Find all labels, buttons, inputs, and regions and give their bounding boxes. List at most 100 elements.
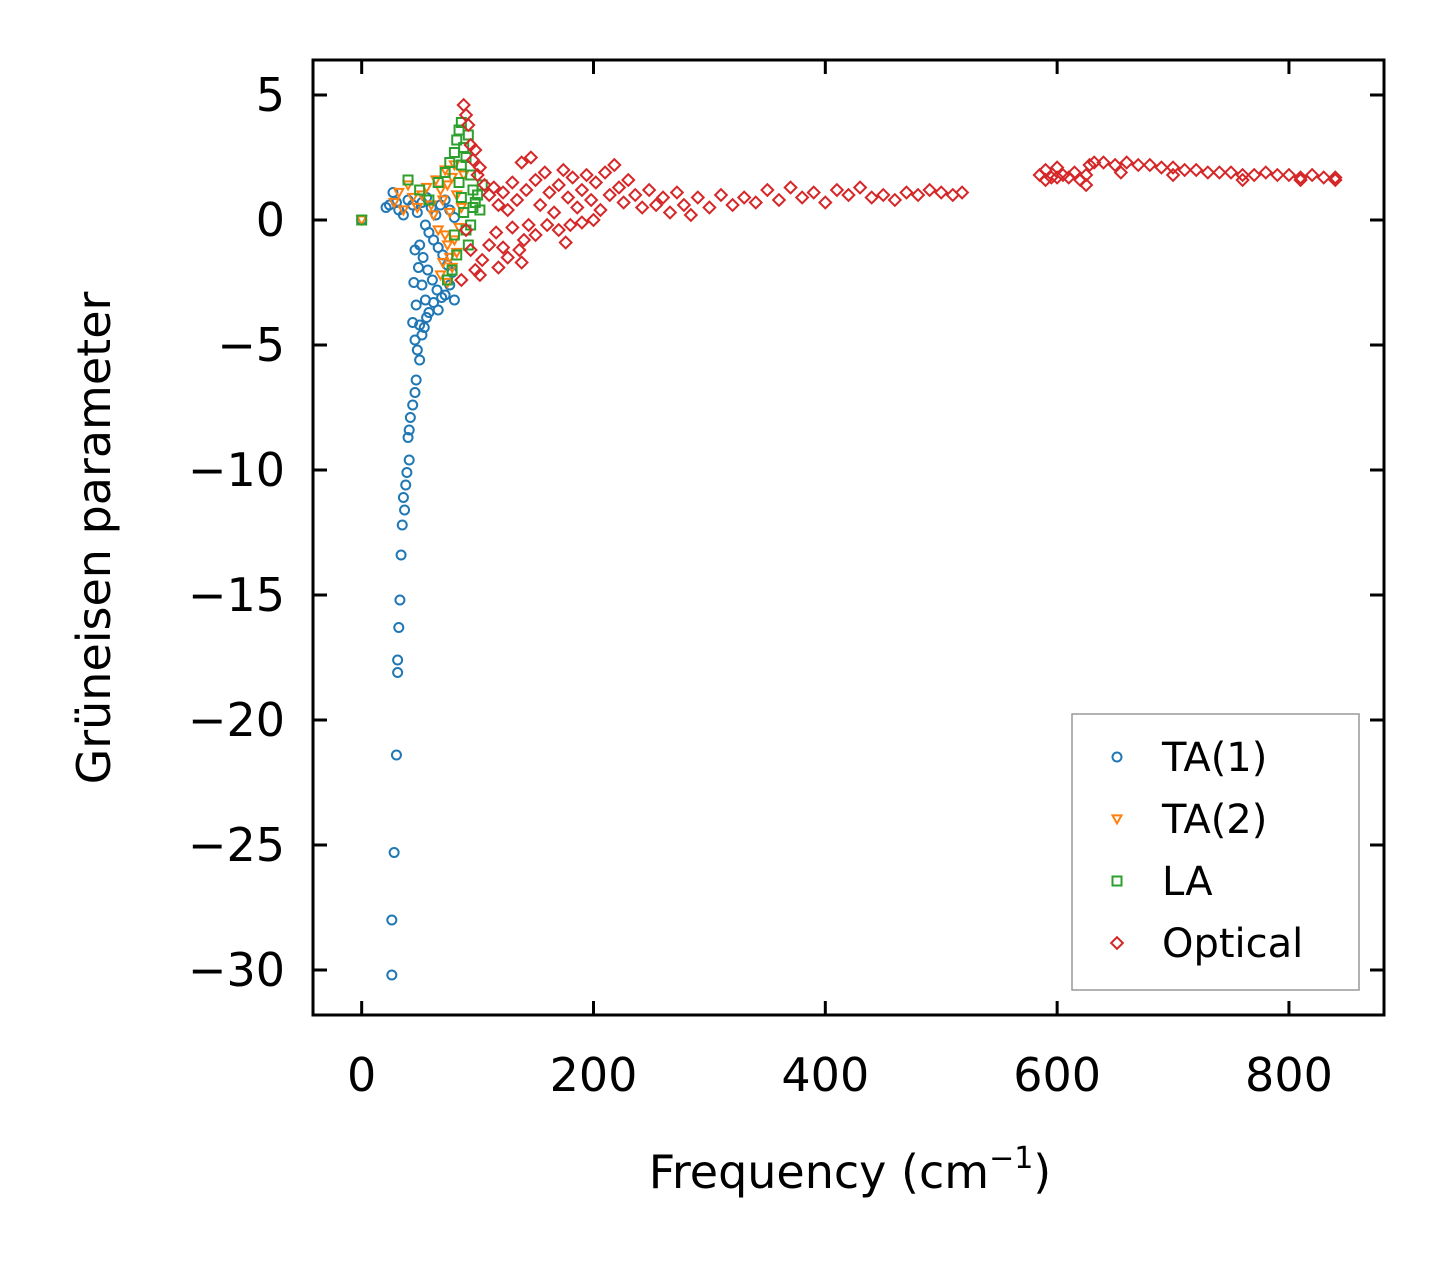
data-point [505,220,520,235]
data-point [450,190,463,202]
data-point [407,399,419,411]
data-point [432,304,444,316]
data-point [516,232,532,248]
data-point [402,432,414,443]
legend-marker [1109,935,1125,951]
data-point [841,187,856,203]
y-tick-label: −15 [188,568,285,622]
data-point [393,622,405,633]
data-point [432,177,444,188]
axis-ticks [313,60,1384,1015]
data-point [411,202,424,215]
data-point [500,250,515,265]
data-point [392,654,404,666]
data-point [486,180,502,195]
data-point [528,172,543,188]
data-point [409,387,421,398]
data-point [1165,167,1181,183]
data-point [495,240,511,255]
data-point [574,215,590,230]
data-point [474,204,486,216]
data-point [495,185,511,200]
data-point [648,197,664,213]
data-point [514,255,529,270]
data-point [414,354,426,366]
data-point [864,190,879,205]
data-point [1067,165,1082,180]
data-point [922,182,937,198]
data-point [597,165,613,180]
data-point [771,192,787,208]
data-point [1281,167,1297,183]
series-ta-1- [356,187,460,981]
data-point [683,207,699,223]
data-point [736,190,752,205]
y-tick-label: 0 [256,193,285,247]
data-point [669,185,685,200]
data-point [558,235,573,250]
data-point [1212,165,1227,180]
data-point [1049,160,1065,175]
data-point [542,185,557,200]
data-point [390,749,402,761]
data-point [676,197,692,213]
data-point [414,184,426,196]
data-point [441,274,453,286]
x-tick-label: 800 [1245,1048,1333,1102]
data-point [491,260,506,275]
data-point [404,412,416,423]
data-point [396,519,408,531]
data-point [454,272,469,288]
data-point [441,240,454,252]
data-point [1200,165,1216,180]
data-point [423,194,435,206]
data-point [477,177,492,193]
data-point [579,167,594,183]
data-point [1078,167,1094,183]
data-point [1086,155,1102,170]
data-points [355,97,1343,981]
data-point [411,344,423,356]
data-point [407,317,419,328]
data-point [409,334,421,346]
data-point [439,289,451,301]
data-point [690,190,706,205]
data-point [725,197,740,213]
data-point [505,175,520,190]
data-point [910,187,926,203]
data-point [441,277,454,290]
data-point [806,185,821,200]
data-point [794,190,810,205]
data-point [428,234,440,246]
data-point [431,225,445,237]
data-point [388,847,400,858]
data-point [409,244,421,256]
x-tick-label: 200 [550,1048,638,1102]
data-point [438,230,452,242]
data-point [537,165,553,180]
data-point [465,152,481,168]
data-point [1328,170,1343,185]
data-point [461,117,476,133]
data-point [403,424,415,436]
data-point [356,214,368,226]
data-point [1270,167,1285,183]
x-tick-labels: 0 200 400 600 800 [347,1048,1333,1102]
data-point [418,322,430,333]
data-point [539,217,555,233]
data-point [634,200,650,215]
data-point [641,182,657,198]
data-point [422,264,434,276]
x-axis-label: Frequency (cm−1) [649,1141,1052,1199]
data-point [451,249,463,261]
x-tick-label: 400 [781,1048,869,1102]
data-point [1142,157,1158,173]
data-point [899,185,914,200]
data-point [397,492,409,503]
data-point [1304,167,1320,183]
data-point [427,210,440,222]
data-point [662,205,678,220]
y-tick-label: −10 [188,443,285,497]
data-point [436,257,450,270]
data-point [514,155,529,170]
